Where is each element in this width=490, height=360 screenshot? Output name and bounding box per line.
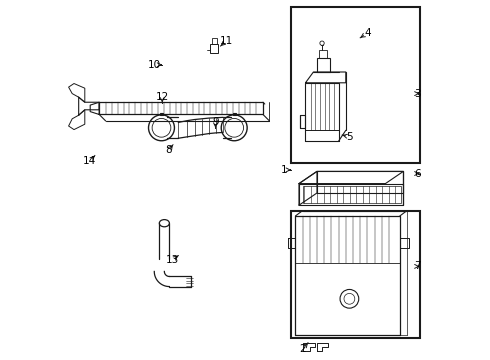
Bar [212, 38, 217, 44]
Text: 1: 1 [281, 165, 288, 175]
Text: 4: 4 [364, 28, 371, 38]
Circle shape [148, 115, 174, 141]
Bar [291, 211, 419, 338]
Text: 2: 2 [299, 344, 306, 354]
Text: 13: 13 [166, 255, 179, 265]
Bar [291, 7, 419, 163]
Bar [210, 44, 219, 53]
Bar [319, 50, 327, 58]
Bar [317, 58, 330, 72]
Text: 8: 8 [165, 145, 172, 156]
Text: 6: 6 [414, 168, 420, 179]
Text: 5: 5 [346, 132, 353, 142]
Text: 3: 3 [414, 89, 420, 99]
Text: 12: 12 [156, 92, 169, 102]
Text: 9: 9 [212, 117, 219, 127]
Text: 7: 7 [414, 261, 420, 271]
Text: 14: 14 [83, 156, 96, 166]
Circle shape [221, 115, 247, 141]
Text: 11: 11 [220, 36, 233, 46]
Bar [303, 186, 400, 203]
Text: 10: 10 [147, 60, 161, 70]
